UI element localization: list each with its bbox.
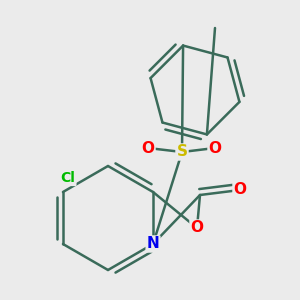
Text: O: O: [142, 140, 154, 155]
Text: N: N: [147, 236, 159, 251]
Text: O: O: [208, 140, 221, 155]
Text: O: O: [190, 220, 203, 236]
Text: O: O: [233, 182, 247, 197]
Text: S: S: [176, 145, 188, 160]
Text: Cl: Cl: [61, 171, 75, 185]
